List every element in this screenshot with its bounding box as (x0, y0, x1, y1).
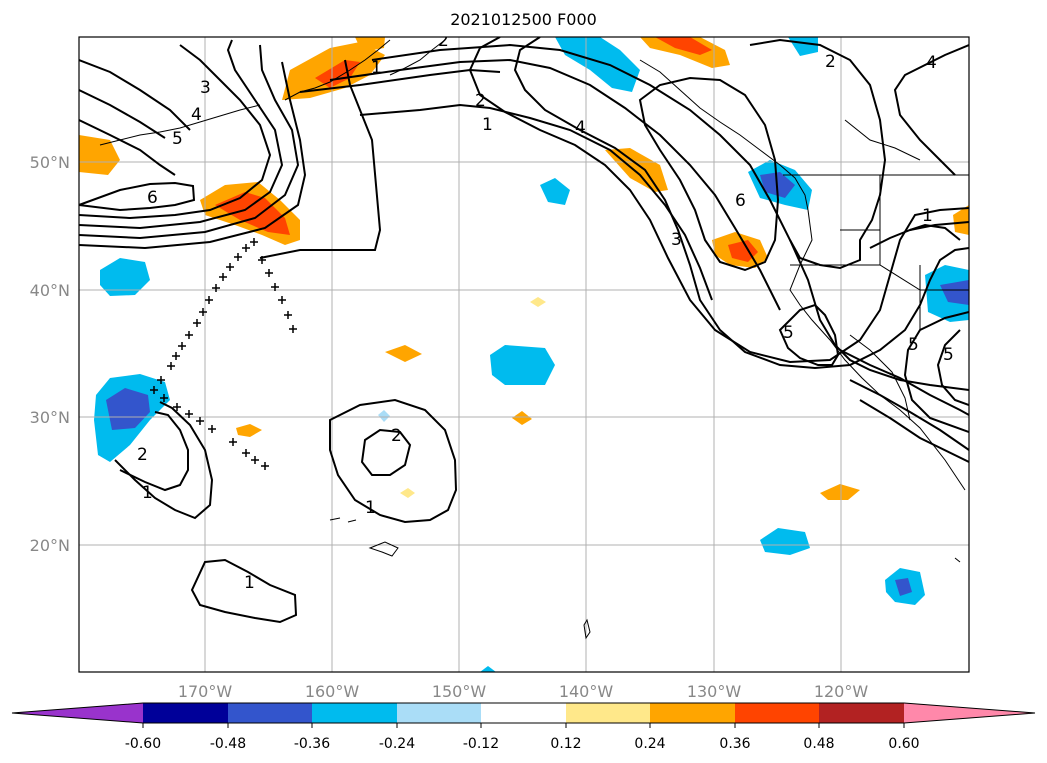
latitude-labels: 50°N 40°N 30°N 20°N (30, 153, 70, 555)
colorbar-tick-label: -0.24 (379, 736, 415, 752)
negative-anomaly-shading (94, 37, 969, 672)
colorbar-tick-label: -0.48 (210, 736, 246, 752)
map-panel: 3 4 5 6 1 2 1 2 4 6 3 5 2 4 1 5 5 2 1 2 … (79, 31, 969, 672)
contour-label: 5 (943, 345, 954, 365)
contour-label: 3 (200, 78, 211, 98)
colorbar-bin (819, 703, 904, 723)
colorbar-tick-label: 0.36 (719, 736, 750, 752)
graticule (79, 37, 969, 672)
colorbar-tick-label: 0.12 (550, 736, 581, 752)
contour-label: 1 (371, 58, 382, 78)
longitude-labels: 170°W 160°W 150°W 140°W 130°W 120°W (178, 682, 869, 701)
contour-label: 1 (922, 206, 933, 226)
contour-labels: 3 4 5 6 1 2 1 2 4 6 3 5 2 4 1 5 5 2 1 2 … (137, 31, 954, 593)
contour-label: 4 (191, 105, 202, 125)
contour-label: 1 (142, 483, 153, 503)
lat-label: 30°N (30, 408, 70, 427)
contour-label: 5 (172, 129, 183, 149)
contour-label: 2 (438, 31, 449, 51)
lat-label: 40°N (30, 281, 70, 300)
lat-label: 50°N (30, 153, 70, 172)
colorbar-bin (481, 703, 566, 723)
colorbar-pos-extend (904, 703, 1035, 723)
colorbar-bin (735, 703, 819, 723)
contour-label: 5 (908, 335, 919, 355)
contour-label: 3 (671, 230, 682, 250)
colorbar-tick-label: 0.48 (803, 736, 834, 752)
contour-label: 1 (244, 573, 255, 593)
colorbar-bin (566, 703, 650, 723)
colorbar-bin (143, 703, 228, 723)
map-title: 2021012500 F000 (450, 10, 597, 29)
storm-track-markers (150, 238, 297, 470)
colorbar-neg-extend (12, 703, 143, 723)
colorbar-tick-label: -0.36 (294, 736, 330, 752)
colorbar-bin (397, 703, 481, 723)
map-frame (78, 36, 970, 673)
lon-label: 170°W (178, 682, 233, 701)
colorbar-bin (312, 703, 397, 723)
colorbar-tick-label: 0.24 (634, 736, 665, 752)
colorbar-bin (228, 703, 312, 723)
lon-label: 120°W (814, 682, 869, 701)
contour-label: 2 (825, 52, 836, 72)
contour-label: 2 (475, 91, 486, 111)
colorbar-ticks (142, 723, 905, 728)
colorbar-tick-label: -0.12 (463, 736, 499, 752)
contour-label: 6 (735, 191, 746, 211)
colorbar-tick-label: -0.60 (125, 736, 161, 752)
contour-label: 1 (482, 115, 493, 135)
colorbar-tick-label: 0.60 (888, 736, 919, 752)
contour-label: 5 (783, 323, 794, 343)
contour-label: 4 (575, 118, 586, 138)
lat-label: 20°N (30, 536, 70, 555)
contour-label: 2 (137, 445, 148, 465)
lon-label: 150°W (432, 682, 487, 701)
lon-label: 130°W (687, 682, 742, 701)
colorbar-bin (650, 703, 735, 723)
contour-lines (79, 37, 969, 624)
colorbar-labels: -0.60 -0.48 -0.36 -0.24 -0.12 0.12 0.24 … (125, 736, 920, 752)
contour-label: 1 (365, 498, 376, 518)
lon-label: 140°W (559, 682, 614, 701)
colorbar: -0.60 -0.48 -0.36 -0.24 -0.12 0.12 0.24 … (11, 702, 1036, 752)
contour-label: 4 (926, 53, 937, 73)
contour-label: 2 (391, 426, 402, 446)
contour-label: 6 (147, 188, 158, 208)
lon-label: 160°W (305, 682, 360, 701)
